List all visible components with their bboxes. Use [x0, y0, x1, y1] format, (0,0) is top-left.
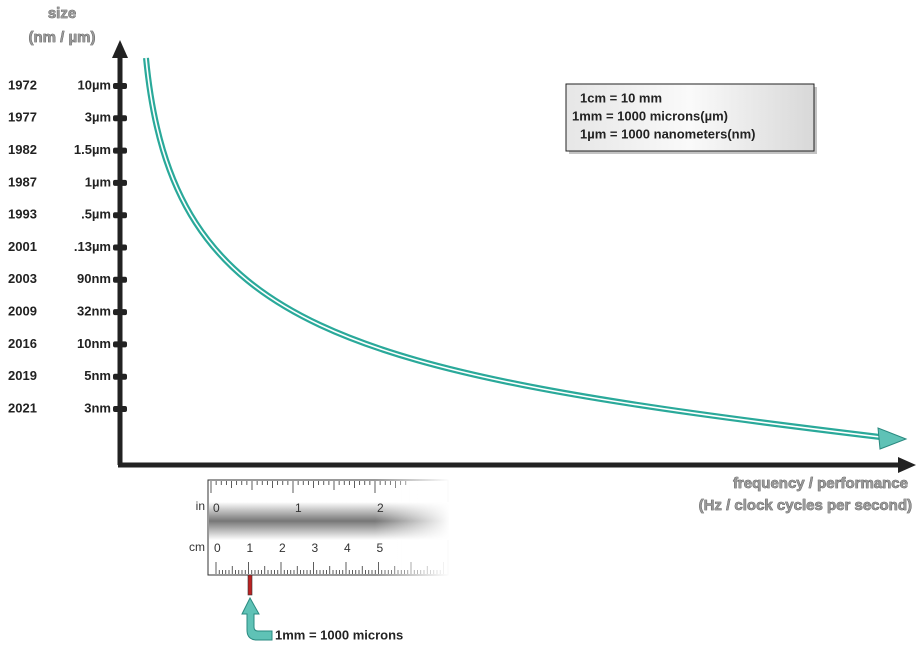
cm-number: 1	[247, 541, 254, 555]
size-label: 5nm	[84, 368, 111, 383]
ruler-unit: cm	[189, 540, 205, 554]
cm-number: 5	[377, 541, 384, 555]
tick-mark	[113, 212, 127, 218]
cm-number: 3	[312, 541, 319, 555]
size-label: 1µm	[85, 174, 111, 189]
ruler	[208, 480, 449, 575]
note-line: 1cm = 10 mm	[580, 90, 662, 105]
ruler-unit: in	[196, 499, 205, 513]
callout-text: 1mm = 1000 microns	[275, 627, 403, 642]
tick-mark	[113, 245, 127, 251]
size-label: 10nm	[77, 336, 111, 351]
tick-mark	[113, 148, 127, 154]
year-label: 2001	[8, 239, 37, 254]
note-line: 1mm = 1000 microns(µm)	[572, 108, 728, 123]
y-arrow	[112, 40, 128, 58]
diagram: size (nm / µm) frequency / performance (…	[0, 0, 921, 646]
note: 1cm = 10 mm 1mm = 1000 microns(µm) 1µm =…	[566, 84, 817, 154]
callout-arrow	[242, 598, 272, 640]
mm-marker	[248, 575, 252, 595]
cm-number: 4	[344, 541, 351, 555]
tick-mark	[113, 406, 127, 412]
note-line: 1µm = 1000 nanometers(nm)	[580, 126, 755, 141]
tick-mark	[113, 341, 127, 347]
size-label: .5µm	[81, 207, 111, 222]
x-title: frequency / performance	[733, 475, 908, 492]
tick-mark	[113, 309, 127, 315]
year-label: 1993	[8, 207, 37, 222]
tick-mark	[113, 374, 127, 380]
inch-number: 2	[377, 501, 384, 515]
tick-mark	[113, 277, 127, 283]
y-title: size	[48, 5, 76, 22]
year-label: 2016	[8, 336, 37, 351]
year-label: 1977	[8, 110, 37, 125]
size-label: 3µm	[85, 110, 111, 125]
year-label: 1982	[8, 142, 37, 157]
year-label: 1987	[8, 174, 37, 189]
x-arrow	[898, 457, 916, 473]
x-title: (Hz / clock cycles per second)	[699, 497, 912, 514]
size-label: 3nm	[84, 400, 111, 415]
tick-mark	[113, 83, 127, 89]
cm-number: 2	[279, 541, 286, 555]
curve-arrow	[878, 428, 906, 449]
y-title: (nm / µm)	[29, 29, 96, 46]
year-label: 2003	[8, 271, 37, 286]
size-label: 1.5µm	[74, 142, 111, 157]
size-label: 32nm	[77, 304, 111, 319]
tick-mark	[113, 115, 127, 121]
size-label: .13µm	[74, 239, 111, 254]
inch-number: 1	[295, 501, 302, 515]
year-label: 2019	[8, 368, 37, 383]
tick-mark	[113, 180, 127, 186]
year-label: 1972	[8, 77, 37, 92]
cm-number: 0	[214, 541, 221, 555]
year-label: 2021	[8, 400, 37, 415]
size-label: 10µm	[77, 77, 111, 92]
size-label: 90nm	[77, 271, 111, 286]
inch-number: 0	[213, 501, 220, 515]
ruler-band	[209, 502, 449, 540]
year-label: 2009	[8, 304, 37, 319]
